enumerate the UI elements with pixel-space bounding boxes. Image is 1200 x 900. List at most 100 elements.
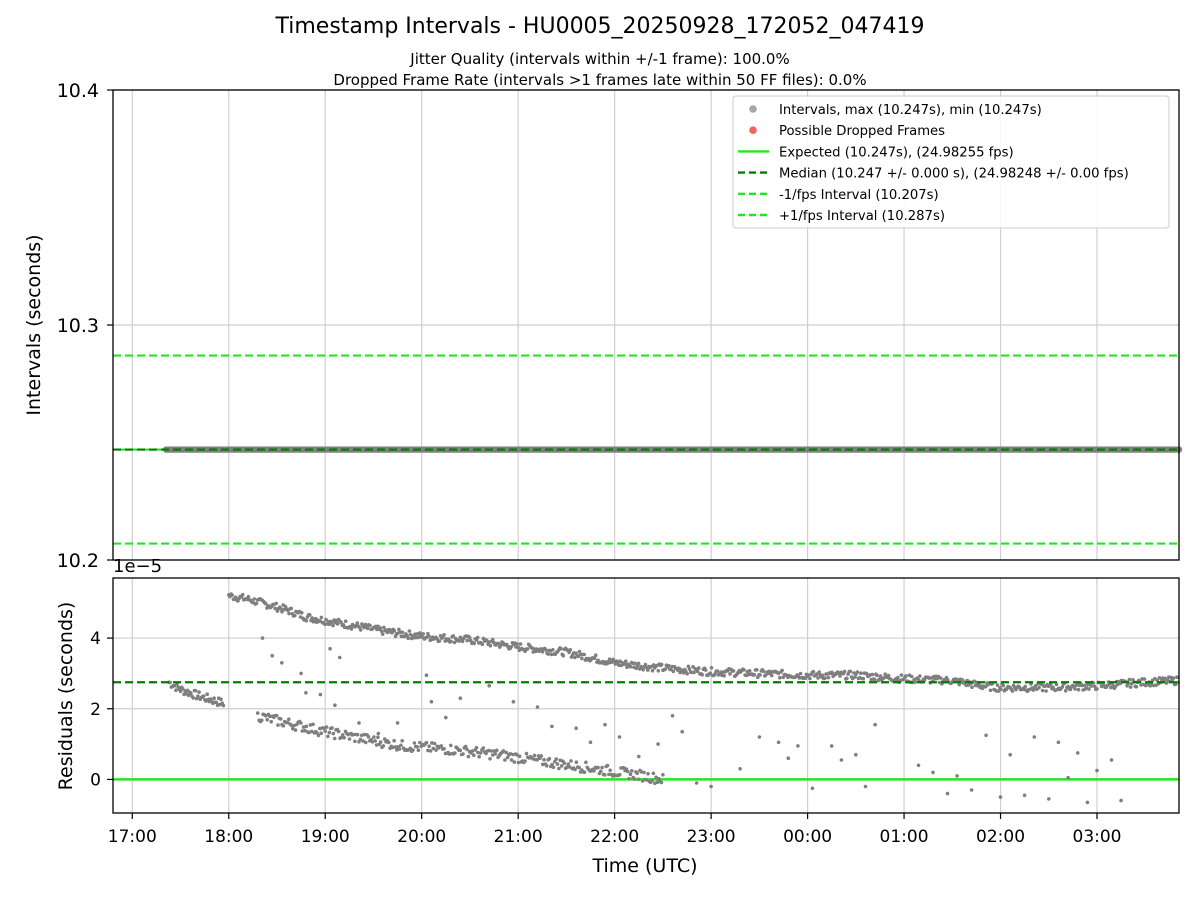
x-tick-label: 00:00 bbox=[783, 827, 832, 847]
bottom-grid bbox=[113, 578, 1179, 813]
residual-point bbox=[524, 751, 529, 756]
bottom-y-ticks: 0 2 4 bbox=[90, 629, 113, 790]
residual-point bbox=[449, 639, 453, 644]
residual-point bbox=[1063, 689, 1068, 693]
residual-point bbox=[193, 688, 198, 693]
residual-point bbox=[603, 773, 607, 777]
legend-entry-label: -1/fps Interval (10.207s) bbox=[779, 188, 939, 203]
residual-point bbox=[899, 673, 904, 677]
residual-point bbox=[599, 769, 603, 773]
residual-point bbox=[663, 667, 667, 671]
residual-point bbox=[1087, 687, 1091, 691]
residual-point bbox=[240, 592, 245, 597]
residual-point bbox=[540, 762, 545, 767]
chart-subtitle-jitter: Jitter Quality (intervals within +/-1 fr… bbox=[410, 50, 790, 68]
residual-point bbox=[304, 618, 309, 623]
residual-point bbox=[650, 668, 655, 673]
residual-point bbox=[411, 748, 415, 752]
residual-point bbox=[569, 759, 573, 763]
residual-point bbox=[646, 668, 650, 672]
residual-outlier-point bbox=[1066, 775, 1070, 780]
residual-point bbox=[400, 739, 405, 743]
residual-point bbox=[957, 682, 961, 687]
bottom-plot-frame bbox=[112, 577, 1180, 814]
residual-point bbox=[531, 757, 535, 761]
residual-point bbox=[508, 752, 513, 756]
residual-point bbox=[495, 748, 499, 753]
residual-point bbox=[427, 634, 431, 639]
residual-point bbox=[624, 659, 628, 663]
residual-point bbox=[630, 769, 634, 773]
residual-point bbox=[542, 757, 546, 762]
residual-point bbox=[472, 641, 477, 646]
residual-point bbox=[565, 765, 569, 769]
residual-point bbox=[311, 722, 315, 727]
residual-point bbox=[351, 732, 356, 737]
residual-outlier-point bbox=[810, 786, 815, 791]
residual-point bbox=[252, 597, 256, 601]
residual-point bbox=[554, 757, 558, 761]
residual-point bbox=[381, 744, 386, 748]
residual-outlier-point bbox=[656, 742, 660, 746]
residual-point bbox=[916, 678, 921, 682]
residual-point bbox=[392, 629, 397, 633]
residual-point bbox=[512, 760, 517, 764]
residual-outlier-point bbox=[376, 731, 381, 736]
residual-point bbox=[811, 669, 816, 674]
residual-outlier-point bbox=[854, 752, 858, 757]
residual-point bbox=[493, 752, 498, 756]
legend-marker bbox=[749, 126, 757, 134]
x-tick-label: 17:00 bbox=[108, 827, 157, 847]
residual-outlier-point bbox=[318, 692, 323, 697]
residual-point bbox=[362, 732, 367, 737]
residual-point bbox=[439, 744, 444, 748]
residual-point bbox=[492, 749, 496, 753]
residual-point bbox=[503, 758, 507, 762]
residual-outlier-point bbox=[511, 699, 516, 704]
residual-point bbox=[490, 637, 495, 642]
residual-point bbox=[896, 675, 900, 680]
residual-point bbox=[600, 765, 604, 770]
residual-point bbox=[472, 753, 476, 757]
residual-point bbox=[197, 690, 201, 694]
top-interval-points bbox=[113, 446, 1183, 453]
residual-point bbox=[910, 674, 914, 679]
residual-point bbox=[886, 673, 891, 678]
residual-point bbox=[636, 661, 641, 666]
bottom-y-tick-label: 4 bbox=[90, 629, 101, 649]
residual-point bbox=[685, 672, 689, 676]
residual-point bbox=[1164, 681, 1169, 685]
residual-point bbox=[378, 626, 383, 630]
x-tick-label: 01:00 bbox=[880, 827, 929, 847]
residual-point bbox=[300, 729, 305, 733]
residual-point bbox=[287, 611, 291, 616]
residual-point bbox=[355, 621, 360, 625]
residual-point bbox=[470, 749, 475, 753]
residual-point bbox=[640, 779, 645, 783]
residual-outlier-point bbox=[1119, 798, 1123, 803]
residual-point bbox=[547, 756, 552, 761]
residual-point bbox=[214, 700, 219, 705]
x-tick-label: 02:00 bbox=[976, 827, 1025, 847]
residual-outlier-point bbox=[786, 756, 791, 760]
residual-point bbox=[557, 766, 561, 771]
residual-point bbox=[465, 747, 469, 752]
residual-point bbox=[463, 744, 468, 749]
residual-point bbox=[437, 639, 442, 643]
residual-point bbox=[412, 741, 417, 745]
residual-outlier-point bbox=[535, 705, 540, 709]
residual-point bbox=[650, 778, 654, 783]
residual-point bbox=[1127, 677, 1132, 682]
residual-point bbox=[642, 770, 646, 775]
residual-point bbox=[518, 642, 523, 646]
residual-point bbox=[260, 718, 264, 723]
chart-subtitle-dropped: Dropped Frame Rate (intervals >1 frames … bbox=[333, 71, 867, 89]
residual-point bbox=[431, 746, 436, 751]
residual-point bbox=[379, 629, 384, 633]
residual-point bbox=[540, 650, 545, 654]
residual-point bbox=[875, 673, 879, 678]
residual-point bbox=[366, 735, 371, 739]
residual-point bbox=[458, 748, 463, 753]
residual-outlier-point bbox=[945, 791, 950, 796]
residual-point bbox=[568, 648, 573, 652]
